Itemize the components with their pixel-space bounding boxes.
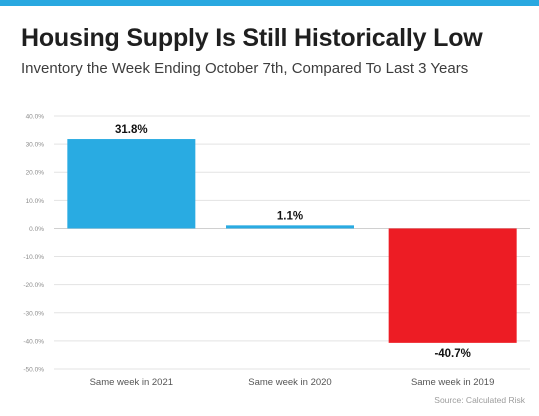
y-tick-label: -10.0% xyxy=(23,254,44,261)
x-category-label: Same week in 2020 xyxy=(248,377,331,388)
y-tick-label: 0.0% xyxy=(29,226,44,233)
y-axis-ticks: 40.0% 30.0% 20.0% 10.0% 0.0% -10.0% -20.0% -30.… xyxy=(23,114,44,374)
y-tick-label: -40.0% xyxy=(23,338,44,345)
x-category-label: Same week in 2019 xyxy=(411,377,494,388)
bar xyxy=(226,225,354,229)
data-label: 31.8% xyxy=(115,124,148,136)
bar xyxy=(388,228,517,343)
y-tick-label: 10.0% xyxy=(26,198,45,205)
chart-subtitle: Inventory the Week Ending October 7th, C… xyxy=(21,60,469,77)
x-category-label: Same week in 2021 xyxy=(90,377,173,388)
y-tick-label: 30.0% xyxy=(26,142,45,149)
x-axis-categories: Same week in 2021 Same week in 2020 Same w… xyxy=(90,377,495,388)
source-note: Source: Calculated Risk xyxy=(434,395,525,405)
y-tick-label: 40.0% xyxy=(26,114,45,121)
y-tick-label: -20.0% xyxy=(23,282,44,289)
bar xyxy=(67,139,196,229)
top-accent-bar xyxy=(0,0,539,6)
data-label: 1.1% xyxy=(277,210,303,222)
y-tick-label: 20.0% xyxy=(26,170,45,177)
y-tick-label: -30.0% xyxy=(23,310,44,317)
bars xyxy=(67,139,517,343)
data-label: -40.7% xyxy=(434,348,470,360)
y-tick-label: -50.0% xyxy=(23,367,44,374)
data-labels: 31.8% 1.1% -40.7% xyxy=(115,124,471,360)
chart-title: Housing Supply Is Still Historically Low xyxy=(21,24,483,52)
